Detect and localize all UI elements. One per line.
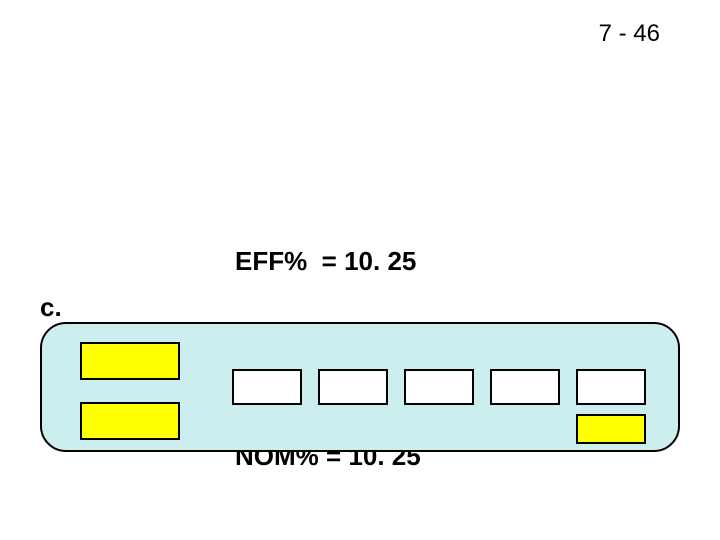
calculator-panel bbox=[40, 322, 680, 452]
white-box-1 bbox=[232, 369, 302, 405]
white-box-row bbox=[232, 369, 646, 405]
section-label: c. bbox=[40, 292, 62, 323]
yellow-box-2 bbox=[80, 402, 180, 440]
yellow-box-1 bbox=[80, 342, 180, 380]
page-number: 7 - 46 bbox=[599, 20, 660, 48]
white-box-3 bbox=[404, 369, 474, 405]
equation-line-1: EFF% = 10. 25 bbox=[235, 245, 421, 278]
white-box-4 bbox=[490, 369, 560, 405]
white-box-5 bbox=[576, 369, 646, 405]
white-box-2 bbox=[318, 369, 388, 405]
yellow-small-box bbox=[576, 414, 646, 444]
